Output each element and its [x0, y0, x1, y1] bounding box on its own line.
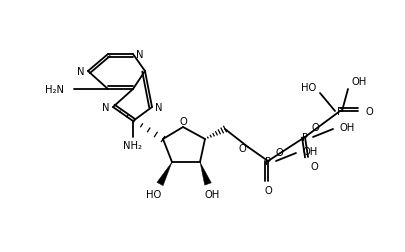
Text: P: P	[336, 107, 342, 116]
Text: O: O	[238, 143, 245, 153]
Text: P: P	[301, 133, 307, 142]
Text: O: O	[275, 147, 282, 158]
Text: HO: HO	[146, 189, 161, 199]
Text: O: O	[264, 185, 271, 195]
Text: O: O	[311, 122, 318, 133]
Text: N: N	[155, 103, 162, 113]
Text: H₂N: H₂N	[45, 85, 64, 94]
Text: N: N	[77, 67, 85, 77]
Text: NH₂: NH₂	[123, 140, 142, 150]
Text: O: O	[179, 116, 186, 127]
Text: OH: OH	[302, 146, 318, 156]
Polygon shape	[157, 162, 172, 186]
Text: O: O	[365, 107, 373, 116]
Text: N: N	[102, 103, 110, 113]
Text: OH: OH	[339, 122, 354, 133]
Text: HO: HO	[300, 83, 315, 93]
Polygon shape	[200, 162, 211, 185]
Text: O: O	[310, 161, 318, 171]
Text: N: N	[136, 50, 143, 60]
Text: P: P	[264, 156, 270, 166]
Text: OH: OH	[204, 189, 219, 199]
Text: OH: OH	[351, 77, 367, 87]
